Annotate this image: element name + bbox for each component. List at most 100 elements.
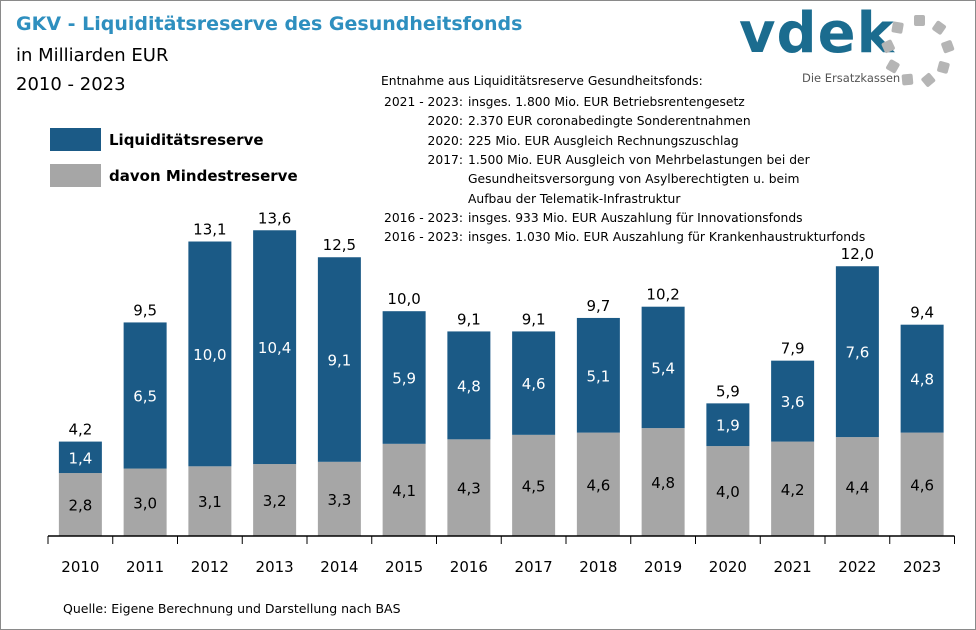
data-label-liquiditaetsreserve: 6,5 (133, 388, 157, 406)
bar-liquiditaetsreserve (253, 230, 297, 465)
bar-mindestreserve (771, 441, 815, 536)
data-label-liquiditaetsreserve: 9,1 (327, 352, 351, 370)
bar-mindestreserve (382, 443, 426, 536)
note-entry-text: Aufbau der Telematik-Infrastruktur (468, 191, 681, 206)
data-label-mindestreserve: 4,3 (457, 480, 481, 498)
x-tick-label: 2020 (709, 558, 747, 576)
x-tick-label: 2021 (774, 558, 812, 576)
bar-mindestreserve (641, 428, 685, 536)
note-entry: 2020: 225 Mio. EUR Ausgleich Rechnungszus… (1, 134, 975, 153)
bar-mindestreserve (188, 466, 232, 536)
bar-mindestreserve (576, 432, 620, 536)
data-label-total: 10,2 (646, 286, 679, 304)
bar-liquiditaetsreserve (512, 331, 556, 435)
note-entry: 2016 - 2023: insges. 1.030 Mio. EUR Ausza… (1, 230, 975, 249)
data-label-liquiditaetsreserve: 3,6 (781, 393, 805, 411)
x-tick-label: 2016 (450, 558, 488, 576)
x-tick-label: 2011 (126, 558, 164, 576)
chart-title: GKV - Liquiditätsreserve des Gesundheits… (16, 13, 523, 35)
legend-item-minimum: davon Mindestreserve (50, 164, 298, 187)
bar-mindestreserve (835, 437, 879, 536)
data-label-liquiditaetsreserve: 1,4 (68, 449, 92, 467)
data-label-mindestreserve: 4,2 (781, 481, 805, 499)
bar-liquiditaetsreserve (706, 403, 750, 447)
data-label-mindestreserve: 4,0 (716, 483, 740, 501)
note-entry: 2016 - 2023: insges. 933 Mio. EUR Auszahl… (1, 211, 975, 230)
source-note: Quelle: Eigene Berechnung und Darstellun… (63, 601, 401, 616)
x-tick-label: 2017 (515, 558, 553, 576)
data-label-total: 9,5 (133, 301, 157, 319)
logo-ring-icon (881, 15, 955, 87)
x-tick-label: 2013 (256, 558, 294, 576)
data-label-liquiditaetsreserve: 4,6 (522, 375, 546, 393)
note-entry: 2017: 1.500 Mio. EUR Ausgleich von Mehrbe… (1, 153, 975, 172)
data-label-total: 9,1 (457, 310, 481, 328)
data-label-liquiditaetsreserve: 5,9 (392, 370, 416, 388)
notes-heading: Entnahme aus Liquiditätsreserve Gesundhe… (381, 74, 703, 88)
data-label-mindestreserve: 4,1 (392, 482, 416, 500)
data-label-mindestreserve: 3,1 (198, 493, 222, 511)
legend-swatch-minimum (50, 164, 101, 187)
data-label-mindestreserve: 3,3 (327, 491, 351, 509)
note-entry-text: insges. 1.800 Mio. EUR Betriebsrentenges… (468, 95, 745, 109)
legend-label-reserve: Liquiditätsreserve (109, 130, 264, 149)
logo-tagline: Die Ersatzkassen (802, 71, 901, 85)
bar-liquiditaetsreserve (900, 324, 944, 433)
note-entry-label: 2021 - 2023: (384, 95, 463, 109)
data-label-total: 4,2 (68, 421, 92, 439)
note-entry-text: insges. 933 Mio. EUR Auszahlung für Inno… (468, 210, 803, 225)
data-label-total: 13,1 (193, 221, 226, 239)
legend-item-reserve: Liquiditätsreserve (50, 128, 264, 151)
note-entry-label: 2016 - 2023: (384, 210, 463, 225)
data-label-liquiditaetsreserve: 4,8 (910, 371, 934, 389)
data-label-liquiditaetsreserve: 10,0 (193, 346, 226, 364)
bar-liquiditaetsreserve (576, 317, 620, 433)
x-tick-label: 2018 (579, 558, 617, 576)
data-label-total: 12,5 (323, 236, 356, 254)
data-label-total: 9,4 (910, 304, 934, 322)
data-label-mindestreserve: 3,2 (263, 492, 287, 510)
data-label-total: 10,0 (387, 290, 420, 308)
legend-label-minimum: davon Mindestreserve (109, 166, 298, 185)
vdek-logo: vdek Die Ersatzkassen (739, 1, 961, 93)
data-label-mindestreserve: 4,8 (651, 474, 675, 492)
bar-liquiditaetsreserve (123, 322, 167, 469)
data-label-mindestreserve: 3,0 (133, 494, 157, 512)
data-label-liquiditaetsreserve: 5,4 (651, 359, 675, 377)
data-label-total: 13,6 (258, 209, 291, 227)
logo-wordmark: vdek (739, 1, 895, 66)
note-entry-text: insges. 1.030 Mio. EUR Auszahlung für Kr… (468, 230, 866, 245)
note-entry-label: 2016 - 2023: (384, 230, 463, 245)
x-tick-label: 2015 (385, 558, 423, 576)
bar-liquiditaetsreserve (641, 306, 685, 429)
bar-mindestreserve (706, 446, 750, 536)
note-entry: Aufbau der Telematik-Infrastruktur (1, 192, 975, 211)
data-label-mindestreserve: 4,4 (845, 479, 869, 497)
note-entry-label: 2017: (427, 152, 463, 167)
bar-mindestreserve (317, 461, 361, 536)
data-label-liquiditaetsreserve: 5,1 (586, 367, 610, 385)
data-label-total: 9,7 (586, 297, 610, 315)
bar-liquiditaetsreserve (447, 331, 491, 440)
data-label-liquiditaetsreserve: 4,8 (457, 377, 481, 395)
data-label-mindestreserve: 4,5 (522, 477, 546, 495)
chart-unit: in Milliarden EUR (16, 45, 169, 66)
x-tick-label: 2014 (320, 558, 358, 576)
x-tick-label: 2019 (644, 558, 682, 576)
x-tick-label: 2023 (903, 558, 941, 576)
note-entry: 2021 - 2023: insges. 1.800 Mio. EUR Betri… (1, 95, 975, 114)
x-tick-label: 2022 (838, 558, 876, 576)
data-label-mindestreserve: 4,6 (586, 476, 610, 494)
note-entry-text: Gesundheitsversorgung von Asylberechtigt… (468, 172, 800, 187)
bar-liquiditaetsreserve (317, 257, 361, 462)
data-label-total: 12,0 (841, 245, 874, 263)
data-label-liquiditaetsreserve: 10,4 (258, 339, 291, 357)
x-tick-label: 2010 (61, 558, 99, 576)
bar-mindestreserve (900, 432, 944, 536)
legend-swatch-reserve (50, 128, 101, 151)
note-entry-label: 2020: (427, 114, 463, 129)
data-label-mindestreserve: 4,6 (910, 476, 934, 494)
bar-mindestreserve (58, 473, 102, 536)
data-label-liquiditaetsreserve: 7,6 (845, 344, 869, 362)
